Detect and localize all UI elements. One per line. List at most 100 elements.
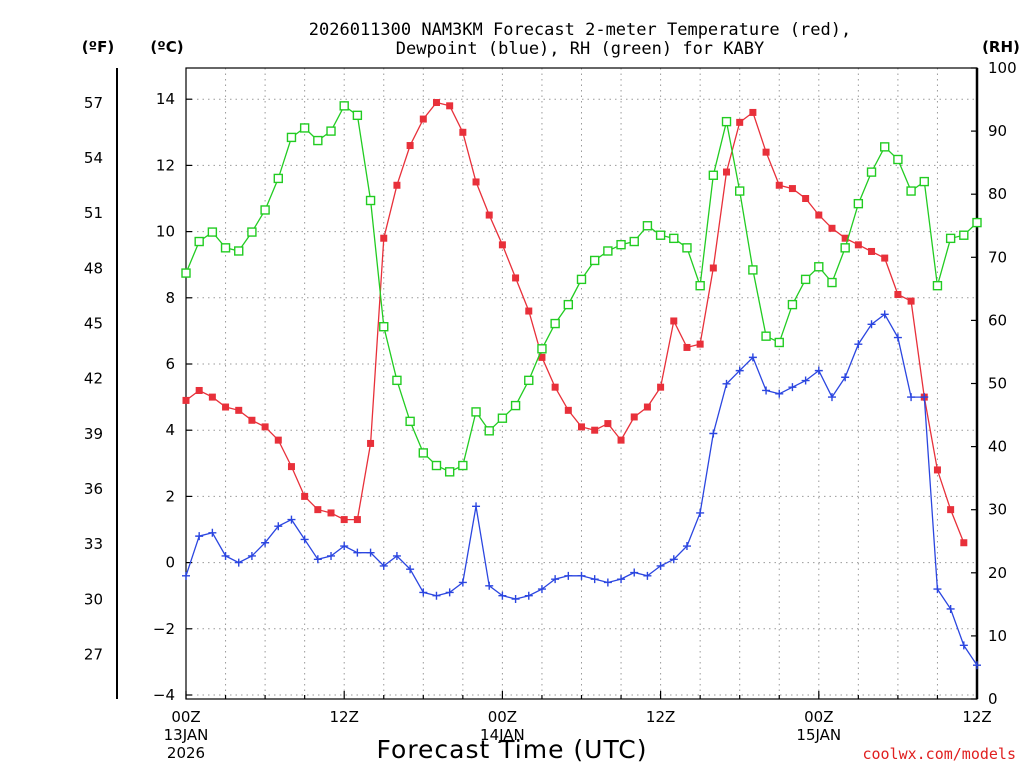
rh-tick-label: 70 [988, 248, 1007, 266]
celsius-tick-label: 4 [165, 421, 175, 439]
2-meter-temperature-point [762, 148, 770, 156]
2-meter-temperature-point [367, 439, 375, 447]
rh-point [207, 227, 218, 237]
celsius-tick-label: −2 [153, 620, 175, 638]
dewpoint-point [498, 591, 507, 600]
celsius-tick-label: 10 [156, 223, 175, 241]
2-meter-temperature-point [301, 492, 309, 500]
dewpoint-point [656, 561, 665, 570]
tick-labels: −4 −2 0 2 4 6 8 10 12 14 27 30 33 36 39 42 45 48 51 54 57 0 10… [84, 59, 1017, 762]
2-meter-temperature-point [393, 181, 401, 189]
dewpoint-point [274, 522, 283, 531]
rh-tick-label: 10 [988, 627, 1007, 645]
rh-point [629, 236, 639, 247]
rh-point [444, 467, 455, 477]
2-meter-temperature-point [182, 396, 190, 404]
2-meter-temperature-point [960, 539, 968, 547]
2-meter-temperature-point [432, 99, 440, 107]
rh-point [471, 407, 481, 417]
rh-point [800, 274, 811, 285]
2-meter-temperature-point [868, 247, 876, 255]
2-meter-temperature-series [182, 99, 968, 547]
rh-point [339, 101, 349, 111]
rh-point [655, 230, 666, 240]
dewpoint-point [630, 568, 639, 577]
x-tick-label: 12Z [646, 708, 675, 726]
2-meter-temperature-point [406, 142, 414, 150]
x-tick-label: 00Z [488, 708, 517, 726]
2-meter-temperature-point [512, 274, 520, 282]
dewpoint-point [590, 575, 599, 584]
dewpoint-point [669, 555, 678, 564]
dewpoint-point [524, 591, 533, 600]
credit-text: coolwx.com/models [862, 745, 1016, 763]
rh-tick-label: 40 [988, 438, 1007, 456]
2-meter-temperature-point [261, 423, 269, 431]
2-meter-temperature-point [538, 353, 546, 361]
dewpoint-point [722, 379, 731, 388]
2-meter-temperature-point [314, 506, 322, 514]
rh-point [919, 176, 929, 187]
dewpoint-point [379, 561, 388, 570]
rh-tick-label: 60 [988, 311, 1007, 329]
x-tick-date-label: 15JAN [796, 726, 841, 744]
rh-tick-label: 50 [988, 375, 1007, 393]
fahrenheit-tick-label: 51 [84, 204, 103, 222]
rh-tick-label: 30 [988, 501, 1007, 519]
rh-tick-label: 0 [988, 690, 998, 708]
2-meter-temperature-point [485, 211, 493, 219]
2-meter-temperature-line [185, 101, 965, 543]
dewpoint-point [392, 551, 401, 560]
2-meter-temperature-point [630, 413, 638, 421]
rh-point [458, 460, 468, 471]
dewpoint-point [603, 578, 612, 587]
rh-point [814, 262, 824, 272]
2-meter-temperature-point [287, 463, 295, 471]
dewpoint-point [313, 555, 322, 564]
rh-point [563, 299, 574, 310]
rh-point [682, 243, 692, 253]
fahrenheit-tick-label: 27 [84, 646, 103, 664]
rh-point [669, 233, 679, 244]
rh-point [497, 413, 508, 423]
rh-point [840, 243, 850, 253]
fahrenheit-tick-label: 54 [84, 149, 103, 167]
2-meter-temperature-point [670, 317, 678, 325]
x-tick-date-label: 14JAN [480, 726, 525, 744]
rh-tick-label: 80 [988, 185, 1007, 203]
rh-point [616, 239, 626, 250]
celsius-tick-label: −4 [153, 686, 175, 704]
celsius-tick-label: 14 [156, 90, 175, 108]
rh-point [787, 299, 798, 310]
dewpoint-point [419, 588, 428, 597]
2-meter-temperature-point [894, 290, 902, 298]
2-meter-temperature-point [881, 254, 889, 262]
rh-point [194, 236, 204, 247]
dewpoint-point [696, 508, 705, 517]
rh-point [906, 186, 916, 196]
2-meter-temperature-point [736, 118, 744, 126]
2-meter-temperature-point [815, 211, 823, 219]
celsius-tick-label: 8 [165, 289, 175, 307]
rh-point [827, 277, 837, 288]
fahrenheit-tick-label: 36 [84, 480, 103, 498]
2-meter-temperature-point [353, 516, 361, 524]
rh-point [524, 375, 534, 386]
dewpoint-point [841, 373, 850, 382]
rh-point [642, 221, 653, 231]
dewpoint-point [432, 591, 441, 600]
rh-point [603, 246, 613, 256]
rh-point [379, 322, 389, 332]
rh-point [431, 460, 442, 471]
rh-point [589, 255, 600, 266]
rh-point [220, 243, 231, 253]
2-meter-temperature-point [709, 264, 717, 272]
2-meter-temperature-point [498, 241, 506, 249]
dewpoint-point [617, 575, 626, 584]
rh-point [273, 173, 283, 184]
dewpoint-point [458, 578, 467, 587]
dewpoint-point [907, 393, 916, 402]
rh-point [866, 167, 877, 177]
2-meter-temperature-point [604, 420, 612, 428]
rh-point [972, 217, 982, 228]
